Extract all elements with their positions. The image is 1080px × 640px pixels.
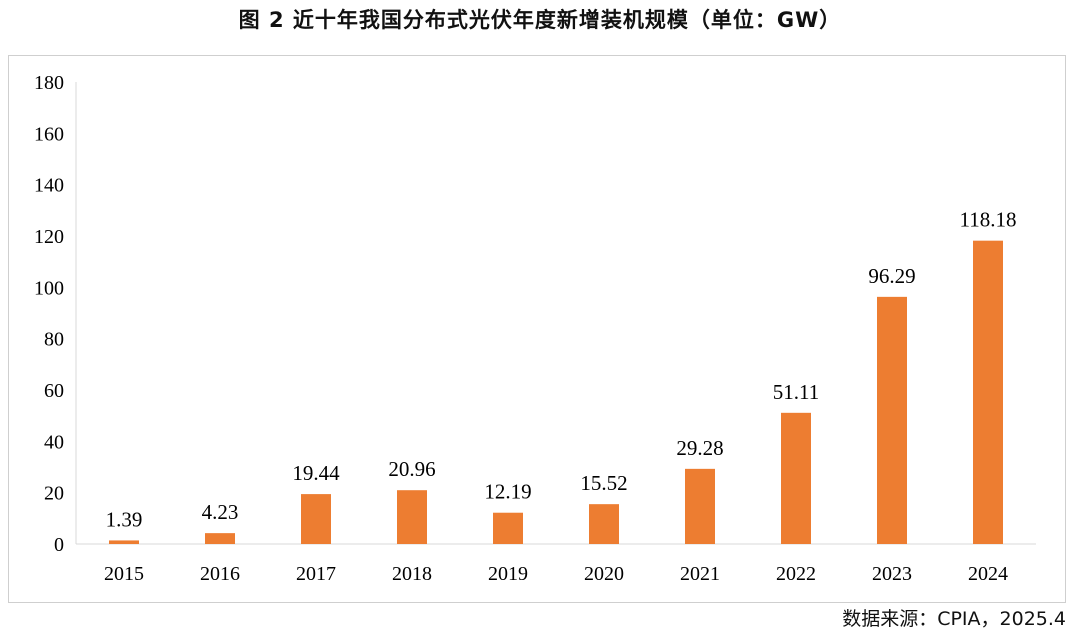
x-tick-label-2021: 2021 — [680, 563, 720, 585]
x-tick-label-2024: 2024 — [968, 563, 1008, 585]
y-tick-label: 80 — [44, 329, 64, 351]
data-label-2019: 12.19 — [484, 480, 531, 504]
bar-2024 — [973, 240, 1003, 544]
data-label-2015: 1.39 — [106, 507, 143, 531]
y-tick-label: 40 — [44, 431, 64, 453]
bar-2020 — [589, 504, 619, 544]
x-tick-label-2017: 2017 — [296, 563, 336, 585]
y-tick-label: 60 — [44, 380, 64, 402]
data-label-2016: 4.23 — [202, 500, 239, 524]
y-tick-label: 20 — [44, 483, 64, 505]
y-axis-ticks: 0 20 40 60 80 100 120 140 160 180 — [34, 72, 64, 556]
data-label-2022: 51.11 — [773, 380, 819, 404]
y-tick-label: 140 — [34, 175, 64, 197]
x-tick-label-2016: 2016 — [200, 563, 240, 585]
bar-2017 — [301, 494, 331, 544]
data-label-2017: 19.44 — [292, 461, 340, 485]
x-tick-label-2019: 2019 — [488, 563, 528, 585]
x-tick-label-2022: 2022 — [776, 563, 816, 585]
bar-2016 — [205, 533, 235, 544]
bar-2018 — [397, 490, 427, 544]
x-tick-label-2015: 2015 — [104, 563, 144, 585]
data-source-note: 数据来源：CPIA，2025.4 — [842, 608, 1066, 630]
chart-title: 图 2 近十年我国分布式光伏年度新增装机规模（单位：GW） — [238, 8, 842, 32]
data-label-2024: 118.18 — [960, 208, 1017, 232]
y-tick-label: 180 — [34, 72, 64, 94]
bar-2015 — [109, 540, 139, 544]
bar-2023 — [877, 296, 907, 544]
y-tick-label: 100 — [34, 277, 64, 299]
data-label-2020: 15.52 — [580, 471, 627, 495]
data-label-2021: 29.28 — [676, 436, 723, 460]
x-axis-ticks: 2015 2016 2017 2018 2019 2020 2021 2022 2023 2024 — [104, 563, 1008, 585]
data-label-2023: 96.29 — [868, 264, 915, 288]
data-label-2018: 20.96 — [388, 457, 435, 481]
bar-2022 — [781, 412, 811, 544]
bars-group — [109, 240, 1003, 544]
data-labels-group: 1.39 4.23 19.44 20.96 12.19 15.52 29.28 51.11 96… — [106, 208, 1017, 532]
y-tick-label: 0 — [54, 534, 64, 556]
x-tick-label-2020: 2020 — [584, 563, 624, 585]
chart-frame — [8, 55, 1066, 603]
bar-2019 — [493, 512, 523, 544]
y-tick-label: 120 — [34, 226, 64, 248]
bar-2021 — [685, 468, 715, 544]
y-tick-label: 160 — [34, 123, 64, 145]
x-tick-label-2018: 2018 — [392, 563, 432, 585]
x-tick-label-2023: 2023 — [872, 563, 912, 585]
